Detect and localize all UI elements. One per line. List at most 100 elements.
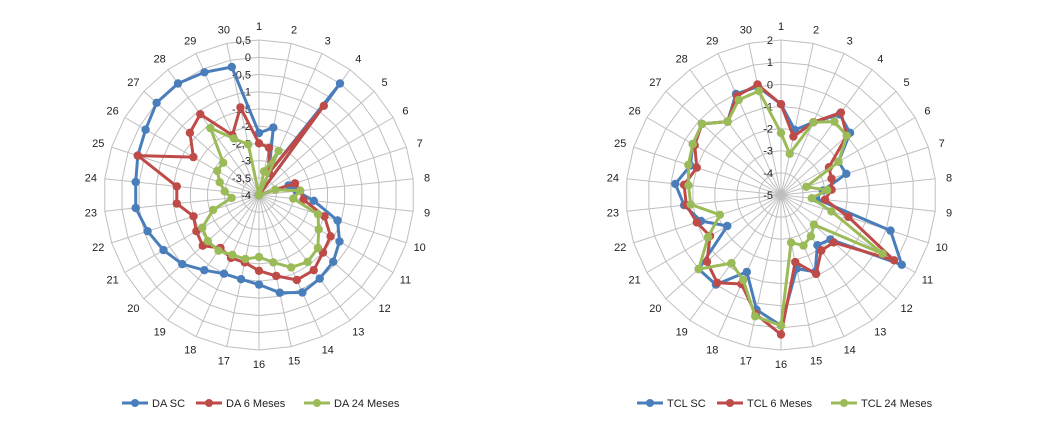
data-point (827, 207, 836, 216)
grid-spoke (626, 178, 782, 196)
data-point (299, 195, 308, 204)
category-label: 8 (424, 172, 430, 184)
grid-spoke (258, 194, 292, 347)
data-point (817, 246, 826, 255)
category-label: 20 (649, 303, 661, 315)
data-point (776, 100, 786, 109)
data-point (684, 181, 693, 190)
data-point (303, 257, 312, 267)
category-label: 29 (184, 36, 196, 48)
grid-spoke (258, 194, 407, 244)
data-point (776, 128, 786, 138)
legend-label: TCL SC (667, 398, 706, 410)
grid-spoke (780, 90, 897, 196)
data-point (189, 152, 198, 162)
data-point (320, 212, 329, 221)
category-label: 30 (740, 25, 752, 37)
category-label: 18 (184, 344, 196, 356)
category-label: 19 (676, 327, 688, 339)
data-point (734, 95, 743, 105)
data-point (897, 260, 906, 269)
data-point (295, 186, 305, 195)
category-label: 8 (946, 172, 952, 184)
category-label: 17 (740, 355, 752, 367)
data-point (827, 174, 836, 183)
category-label: 5 (904, 77, 910, 89)
data-point (131, 177, 140, 187)
category-label: 6 (402, 106, 408, 118)
series-2 (684, 86, 887, 330)
grid-spoke (143, 90, 260, 196)
grid-spoke (111, 194, 260, 244)
category-label: 2 (291, 25, 297, 37)
data-point (254, 190, 264, 200)
category-label: 28 (154, 53, 166, 65)
grid-spoke (665, 194, 782, 300)
category-label: 15 (288, 355, 300, 367)
data-point (697, 119, 707, 129)
data-point (754, 86, 764, 96)
category-label: 26 (628, 106, 640, 118)
data-point (789, 132, 798, 141)
category-label: 24 (85, 172, 97, 184)
category-label: 5 (382, 77, 388, 89)
data-point (254, 280, 264, 289)
legend-label: DA 24 Meses (334, 398, 400, 410)
data-point (220, 187, 229, 196)
data-point (686, 200, 695, 209)
category-label: 4 (355, 53, 361, 65)
r-tick-label: -3 (763, 146, 773, 158)
data-point (196, 110, 205, 119)
category-label: 21 (106, 275, 118, 287)
grid-spoke (780, 194, 845, 337)
data-point (203, 236, 212, 246)
legend-swatch-marker (205, 399, 213, 407)
grid-spoke (258, 117, 394, 196)
data-point (152, 98, 161, 108)
category-label: 1 (778, 21, 784, 33)
grid-spoke (780, 194, 897, 300)
data-point (254, 128, 264, 138)
category-label: 20 (127, 303, 139, 315)
r-tick-label: -1 (241, 87, 251, 99)
legend-label: TCL 6 Meses (747, 398, 813, 410)
category-label: 30 (218, 25, 230, 37)
grid-spoke (195, 194, 260, 337)
data-point (173, 79, 183, 88)
category-label: 14 (322, 344, 334, 356)
grid-spoke (124, 194, 260, 273)
grid-spoke (258, 194, 351, 321)
data-point (739, 275, 748, 285)
data-point (287, 263, 296, 272)
grid-spoke (258, 178, 414, 196)
r-tick-label: -2 (241, 121, 251, 133)
grid-spoke (167, 194, 260, 321)
data-point (723, 117, 732, 126)
data-point (298, 288, 307, 297)
category-label: 3 (847, 36, 853, 48)
data-point (776, 330, 786, 339)
data-point (889, 256, 899, 265)
category-label: 22 (614, 242, 626, 254)
data-point (791, 257, 800, 267)
data-point (715, 210, 725, 219)
data-point (809, 220, 819, 229)
category-label: 25 (614, 138, 626, 150)
data-point (254, 266, 264, 275)
tcl-radar-chart: 210-1-2-3-4-51 23456789101112131415161718… (607, 21, 952, 410)
data-point (309, 196, 318, 205)
da-radar-chart: 0,50-0,5-1-1,5-2-2,5-3-3,5-4123456789101… (85, 21, 430, 410)
data-point (215, 178, 224, 187)
data-point (200, 68, 209, 77)
r-tick-label: 2 (767, 35, 773, 47)
category-label: 7 (939, 138, 945, 150)
category-label: 22 (92, 242, 104, 254)
data-point (823, 185, 832, 195)
data-point (319, 101, 328, 111)
data-point (671, 179, 680, 189)
data-point (702, 257, 712, 266)
data-point (274, 146, 283, 156)
category-label: 11 (922, 275, 933, 287)
data-point (684, 160, 693, 170)
data-point (751, 312, 760, 321)
